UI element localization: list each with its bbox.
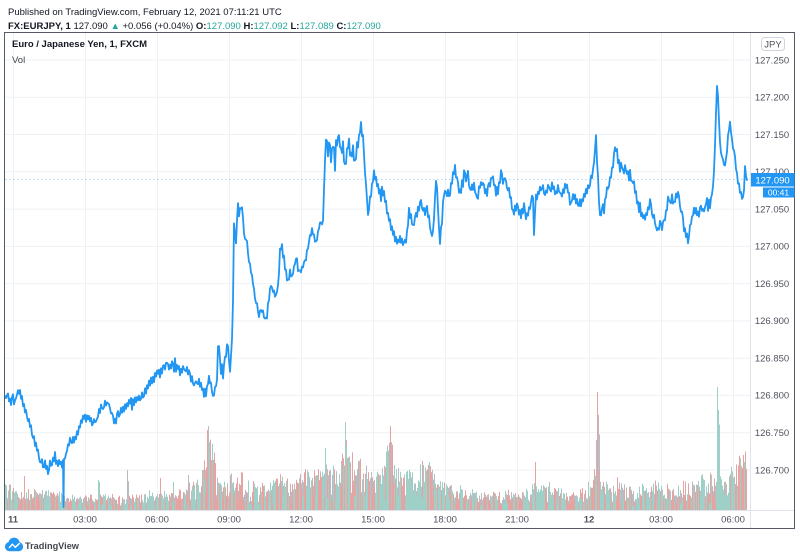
svg-text:TradingView: TradingView: [25, 541, 80, 551]
svg-text:Euro / Japanese Yen, 1, FXCM: Euro / Japanese Yen, 1, FXCM: [12, 39, 147, 50]
svg-text:21:00: 21:00: [505, 515, 529, 526]
svg-text:127.090: 127.090: [755, 175, 789, 186]
svg-text:127.100: 127.100: [755, 167, 789, 178]
svg-text:126.850: 126.850: [755, 354, 789, 365]
svg-text:Published on TradingView.com,: Published on TradingView.com, February 1…: [8, 7, 282, 18]
svg-text:00:41: 00:41: [768, 188, 790, 198]
svg-text:JPY: JPY: [764, 40, 782, 51]
svg-text:09:00: 09:00: [217, 515, 241, 526]
svg-text:127.200: 127.200: [755, 93, 789, 104]
svg-text:127.150: 127.150: [755, 130, 789, 141]
svg-text:126.800: 126.800: [755, 391, 789, 402]
svg-text:126.950: 126.950: [755, 279, 789, 290]
svg-text:11: 11: [8, 515, 19, 526]
svg-text:127.000: 127.000: [755, 242, 789, 253]
svg-text:06:00: 06:00: [145, 515, 169, 526]
svg-text:03:00: 03:00: [649, 515, 673, 526]
svg-text:12: 12: [584, 515, 595, 526]
svg-text:12:00: 12:00: [289, 515, 313, 526]
svg-text:126.750: 126.750: [755, 428, 789, 439]
svg-text:127.250: 127.250: [755, 55, 789, 66]
svg-text:15:00: 15:00: [361, 515, 385, 526]
svg-text:06:00: 06:00: [721, 515, 745, 526]
svg-text:127.050: 127.050: [755, 204, 789, 215]
svg-text:18:00: 18:00: [433, 515, 457, 526]
svg-text:FX:EURJPY, 1 127.090 ▲ +0.056: FX:EURJPY, 1 127.090 ▲ +0.056 (+0.04%) O…: [8, 21, 381, 32]
svg-text:03:00: 03:00: [73, 515, 97, 526]
svg-text:Vol: Vol: [12, 55, 25, 66]
svg-text:126.700: 126.700: [755, 465, 789, 476]
svg-text:126.900: 126.900: [755, 316, 789, 327]
